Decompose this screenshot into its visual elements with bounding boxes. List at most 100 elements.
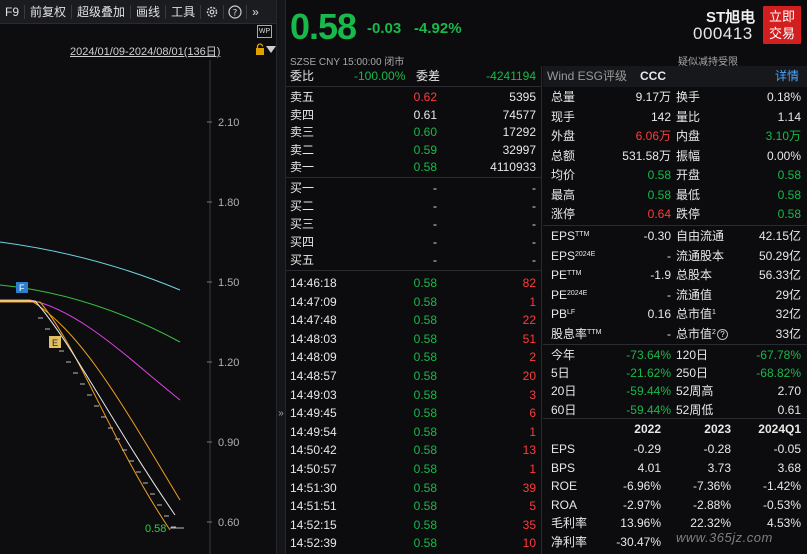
stat-label: 均价: [551, 168, 576, 182]
tick-volume: 51: [522, 331, 536, 346]
tick-row: 14:48:03 0.58 51: [286, 330, 542, 348]
ask-row[interactable]: 卖三 0.60 17292: [286, 123, 542, 141]
fundamental-value: -: [667, 287, 671, 302]
info-icon[interactable]: ?: [716, 328, 728, 340]
financial-row: ROE -6.96% -7.36% -1.42%: [543, 477, 807, 495]
bid-price: -: [433, 253, 437, 267]
f9-button[interactable]: F9: [5, 4, 20, 19]
tick-time: 14:47:09: [290, 294, 337, 309]
tick-row: 14:52:39 0.58 10: [286, 534, 542, 552]
fundamental-value: 33亿: [775, 326, 801, 341]
ask-volume: 74577: [502, 107, 536, 122]
financial-value: -2.97%: [622, 497, 661, 512]
tick-row: 14:51:30 0.58 39: [286, 479, 542, 497]
collapse-icon[interactable]: »: [278, 408, 284, 419]
stat-row: 涨停 0.64 跌停 0.58: [543, 205, 807, 224]
stat-label: 换手: [676, 90, 701, 104]
draw-line-button[interactable]: 画线: [136, 5, 161, 19]
ask-row[interactable]: 卖四 0.61 74577: [286, 106, 542, 124]
stat-value: 0.18%: [766, 90, 801, 104]
last-price: 0.58: [290, 6, 357, 47]
dropdown-icon[interactable]: [266, 46, 276, 53]
help-icon[interactable]: ?: [227, 4, 243, 20]
tick-row: 14:47:09 0.58 1: [286, 293, 542, 311]
tick-row: 14:48:09 0.58 2: [286, 348, 542, 366]
bid-price: -: [433, 181, 437, 195]
fundamental-label-text: EPS: [551, 248, 576, 263]
stat-label: 总量: [551, 90, 576, 104]
performance-value: -67.78%: [756, 348, 801, 362]
price-chart[interactable]: 2.10 1.80 1.50 1.20 0.90 0.60 F E 0.58: [0, 60, 276, 554]
financial-row: BPS 4.01 3.73 3.68: [543, 459, 807, 477]
ask-volume: 5395: [509, 90, 536, 104]
ask-row[interactable]: 卖五 0.62 5395: [286, 88, 542, 106]
stat-row: 外盘 6.06万 内盘 3.10万: [543, 127, 807, 146]
esg-detail-link[interactable]: 详情: [774, 69, 799, 83]
bid-level-label: 买二: [290, 199, 315, 213]
bid-row[interactable]: 买二 - -: [286, 197, 542, 215]
tick-row: 14:46:18 0.58 82: [286, 274, 542, 292]
restriction-note: 疑似减持受限: [678, 57, 738, 68]
financial-label: 毛利率: [551, 516, 588, 531]
financial-label: BPS: [551, 460, 576, 475]
esg-rating: CCC: [640, 69, 666, 83]
bid-level-label: 买五: [290, 253, 315, 267]
bid-row[interactable]: 买五 - -: [286, 251, 542, 269]
performance-label: 60日: [551, 402, 577, 417]
fundamental-label-text: PE: [551, 268, 568, 282]
ma-line-orange: [0, 299, 181, 501]
pane-splitter[interactable]: [276, 0, 286, 554]
trade-now-button[interactable]: 立即 交易: [763, 6, 801, 44]
wp-badge[interactable]: WP: [257, 25, 272, 38]
stat-label: 跌停: [676, 207, 701, 221]
fundamental-label: 总股本: [676, 266, 712, 285]
more-icon[interactable]: »: [252, 4, 259, 19]
ask-row[interactable]: 卖二 0.59 32997: [286, 141, 542, 159]
tick-volume: 5: [529, 499, 536, 514]
gear-icon[interactable]: [204, 4, 220, 20]
fundamental-label-text: 流通股本: [676, 248, 725, 263]
ask-volume: 32997: [502, 142, 536, 157]
tick-time: 14:51:51: [290, 499, 337, 514]
fundamental-value: -0.30: [643, 229, 671, 243]
fundamental-value: 32亿: [775, 307, 801, 321]
bid-row[interactable]: 买三 - -: [286, 215, 542, 233]
performance-label: 52周低: [676, 402, 714, 417]
stats-panel: Wind ESG评级 CCC 详情 总量 9.17万 换手 0.18% 现手 142 量比 1…: [543, 66, 807, 554]
stat-value: 0.58: [647, 168, 671, 182]
tick-price: 0.58: [413, 480, 437, 495]
fundamental-label: EPSTTM: [551, 227, 589, 246]
super-overlay-button[interactable]: 超级叠加: [77, 5, 126, 19]
tick-price: 0.58: [413, 276, 437, 290]
financial-row: EPS -0.29 -0.28 -0.05: [543, 440, 807, 458]
performance-value: 2.70: [777, 384, 801, 399]
financial-value: -30.47%: [616, 535, 661, 549]
performance-value: 0.61: [777, 402, 801, 417]
fundamental-label: 流通值: [676, 286, 712, 305]
tick-price: 0.58: [413, 294, 437, 309]
fundamental-label-text: PE: [551, 287, 568, 302]
stat-value: 1.14: [777, 109, 801, 124]
marker-e-label: E: [52, 338, 58, 348]
financial-value: -1.42%: [762, 479, 801, 494]
date-range-label[interactable]: 2024/01/09-2024/08/01(136日): [70, 46, 221, 58]
ask-volume: 17292: [502, 125, 536, 140]
stat-value: 0.00%: [766, 148, 801, 163]
order-diff-value: -4241194: [486, 69, 536, 83]
tick-time: 14:49:54: [290, 424, 337, 439]
stat-value: 0.58: [777, 187, 801, 202]
bid-row[interactable]: 买四 - -: [286, 233, 542, 251]
tick-row: 14:49:45 0.58 6: [286, 404, 542, 422]
adjust-forward-button[interactable]: 前复权: [30, 5, 67, 19]
ask-price: 0.61: [413, 107, 437, 122]
performance-label: 20日: [551, 384, 577, 399]
stat-value: 6.06万: [635, 129, 671, 143]
lock-icon[interactable]: [255, 43, 265, 55]
tools-button[interactable]: 工具: [171, 5, 196, 19]
fundamental-value: 29亿: [775, 287, 801, 302]
order-diff-label: 委差: [416, 69, 441, 83]
ask-row[interactable]: 卖一 0.58 4110933: [286, 158, 542, 176]
order-ratio-row: 委比 -100.00% 委差 -4241194: [286, 67, 542, 85]
bid-row[interactable]: 买一 - -: [286, 179, 542, 197]
fundamental-label-text: PB: [551, 307, 568, 321]
